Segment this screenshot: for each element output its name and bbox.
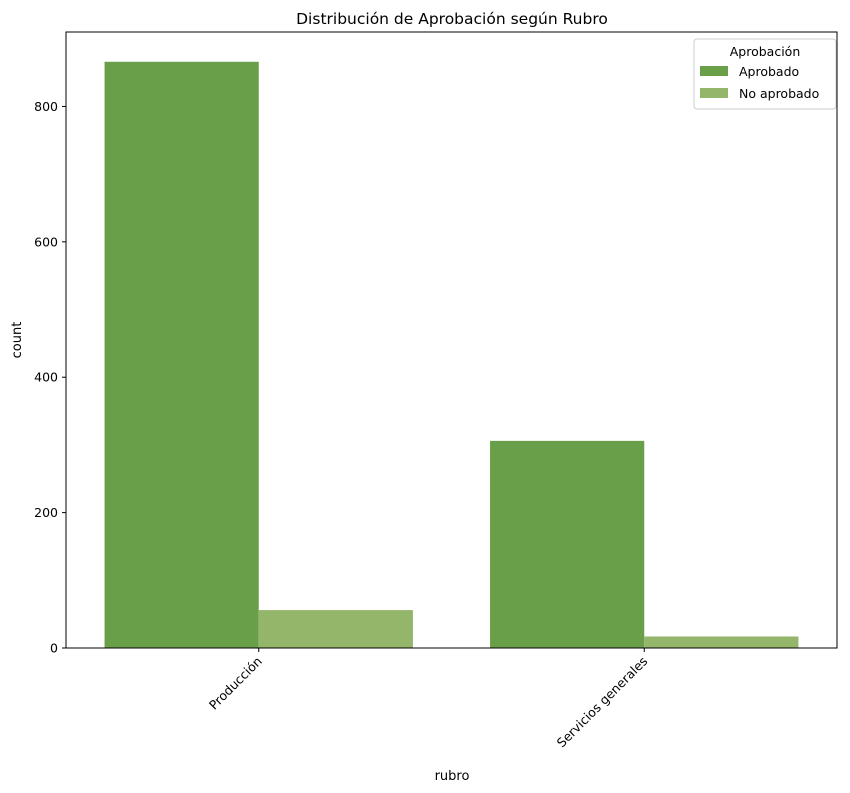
x-axis-label: rubro: [435, 769, 470, 784]
bar-produccion-aprobado: [104, 61, 259, 649]
y-tick-label: 800: [34, 99, 58, 114]
y-tick-label: 0: [50, 641, 58, 656]
bars-group: [104, 61, 799, 649]
y-axis-label: count: [10, 322, 25, 359]
bar-servicios-generales-aprobado: [490, 440, 645, 648]
legend-swatch-aprobado: [700, 66, 728, 76]
bar-produccion-no-aprobado: [258, 610, 413, 648]
y-tick-label: 600: [34, 234, 58, 249]
legend: Aprobación Aprobado No aprobado: [693, 38, 837, 110]
x-axis: Producción Servicios generales: [206, 648, 651, 751]
x-tick-label-produccion: Producción: [206, 654, 265, 713]
chart-title: Distribución de Aprobación según Rubro: [296, 10, 608, 28]
y-axis: 0 200 400 600 800: [34, 99, 66, 656]
bar-servicios-generales-no-aprobado: [644, 636, 799, 648]
legend-label-no-aprobado: No aprobado: [739, 86, 819, 101]
legend-title: Aprobación: [730, 44, 801, 59]
plot-frame: [65, 31, 838, 649]
y-tick-label: 200: [34, 505, 58, 520]
y-tick-label: 400: [34, 370, 58, 385]
legend-swatch-no-aprobado: [700, 88, 728, 98]
legend-box: [693, 38, 837, 110]
legend-label-aprobado: Aprobado: [739, 64, 799, 79]
x-tick-label-servicios-generales: Servicios generales: [554, 654, 651, 751]
